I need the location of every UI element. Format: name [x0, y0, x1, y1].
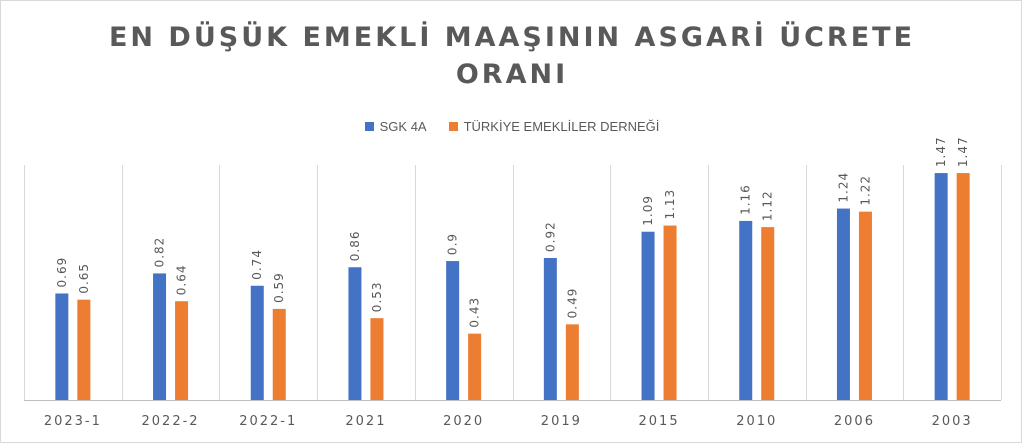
data-label-series-1-2006: 1.24: [836, 172, 850, 203]
x-tick-label-2010: 2010: [736, 414, 777, 429]
x-tick-label-2022-1: 2022-1: [239, 414, 297, 429]
legend-item-series-2: TÜRKİYE EMEKLİLER DERNEĞİ: [448, 119, 660, 134]
data-label-series-2-2015: 1.13: [663, 189, 677, 220]
data-label-series-1-2022-1: 0.74: [250, 249, 264, 280]
data-label-series-1-2003: 1.47: [934, 136, 948, 167]
bar-series-1-2019: [543, 257, 557, 400]
data-label-series-1-2019: 0.92: [543, 221, 557, 252]
data-label-series-2-2006: 1.22: [858, 175, 872, 206]
bar-series-2-2019: [565, 324, 579, 400]
x-tick-label-2003: 2003: [932, 414, 973, 429]
data-label-series-2-2022-1: 0.59: [272, 272, 286, 303]
bar-series-1-2003: [934, 173, 948, 400]
x-tick-label-2006: 2006: [834, 414, 875, 429]
data-label-series-2-2019: 0.49: [565, 288, 579, 319]
data-label-series-1-2021: 0.86: [348, 231, 362, 262]
bar-series-2-2015: [663, 225, 677, 400]
legend-label-series-2: TÜRKİYE EMEKLİLER DERNEĞİ: [463, 119, 660, 134]
chart-title-line-2: ORANI: [455, 59, 569, 90]
chart-title-line-1: EN DÜŞÜK EMEKLİ MAAŞININ ASGARİ ÜCRETE: [108, 22, 916, 53]
x-tick-label-2015: 2015: [639, 414, 680, 429]
x-tick-label-2019: 2019: [541, 414, 582, 429]
chart-legend: SGK 4A TÜRKİYE EMEKLİLER DERNEĞİ: [1, 119, 1023, 134]
x-tick-label-2020: 2020: [443, 414, 484, 429]
bar-series-1-2023-1: [55, 293, 69, 400]
x-tick-label-2022-2: 2022-2: [142, 414, 200, 429]
bar-series-2-2023-1: [77, 299, 91, 400]
data-label-series-2-2020: 0.43: [468, 297, 482, 328]
bar-series-1-2006: [836, 208, 850, 400]
data-label-series-2-2023-1: 0.65: [77, 263, 91, 294]
legend-swatch-series-1: [364, 122, 374, 131]
x-tick-label-2023-1: 2023-1: [44, 414, 102, 429]
chart-title: EN DÜŞÜK EMEKLİ MAAŞININ ASGARİ ÜCRETE O…: [1, 19, 1023, 93]
bar-series-2-2022-1: [272, 308, 286, 400]
data-label-series-1-2022-2: 0.82: [153, 237, 167, 268]
bar-series-1-2022-1: [250, 285, 264, 400]
bar-series-2-2022-2: [175, 301, 189, 400]
data-label-series-1-2023-1: 0.69: [55, 257, 69, 288]
data-label-series-2-2010: 1.12: [761, 190, 775, 221]
bar-series-2-2006: [858, 211, 872, 400]
bar-series-1-2010: [739, 220, 753, 400]
bar-series-2-2003: [956, 173, 970, 400]
data-label-series-2-2022-2: 0.64: [175, 264, 189, 295]
x-tick-label-2021: 2021: [345, 414, 386, 429]
legend-item-series-1: SGK 4A: [364, 119, 427, 134]
data-label-series-2-2021: 0.53: [370, 281, 384, 312]
data-label-series-1-2010: 1.16: [739, 184, 753, 215]
bar-series-1-2015: [641, 231, 655, 400]
data-label-series-1-2020: 0.9: [446, 233, 460, 255]
data-label-series-2-2003: 1.47: [956, 136, 970, 167]
data-label-series-1-2015: 1.09: [641, 195, 655, 226]
bar-series-2-2010: [761, 227, 775, 400]
bar-series-1-2022-2: [153, 273, 167, 400]
bar-series-1-2020: [446, 261, 460, 400]
legend-label-series-1: SGK 4A: [379, 119, 427, 134]
bar-series-2-2021: [370, 318, 384, 400]
legend-swatch-series-2: [448, 122, 458, 131]
bar-series-1-2021: [348, 267, 362, 400]
bar-series-2-2020: [468, 333, 482, 400]
